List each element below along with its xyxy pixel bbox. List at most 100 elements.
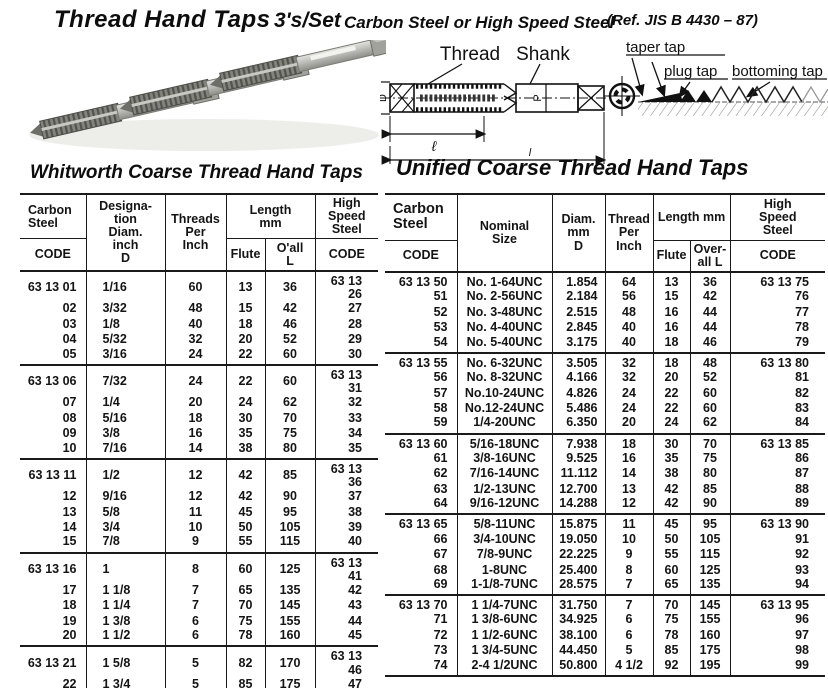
table-cell: 28 [314, 316, 379, 333]
table-cell: 64 [433, 496, 448, 511]
col-threads-per-inch: Threads Per Inch [164, 193, 226, 271]
table-cell: 60 [689, 400, 731, 417]
material-label: Carbon Steel or High Speed Steel [344, 13, 615, 32]
table-row: 73 1 3/4-5UNC 44.450 5 85 175 98 [385, 643, 826, 659]
table-cell: 63 [433, 481, 448, 496]
table-cell: 78 [652, 627, 690, 644]
table-cell: 24 [164, 347, 226, 365]
table-cell: 63 13 11 [20, 457, 86, 489]
table-cell: 96 [729, 612, 826, 628]
col-carbon-code: CODE [402, 248, 439, 263]
table-cell: 40 [604, 320, 653, 336]
table-cell: 15 [225, 301, 265, 317]
table-cell: 65 [225, 582, 265, 599]
table-cell: 18 [604, 432, 653, 451]
table-cell: 70 [225, 598, 265, 614]
table-cell: 5/8 [85, 504, 165, 520]
table-cell: No. 2-56UNC [456, 289, 552, 305]
table-cell: 7/16-14UNC [456, 466, 552, 482]
table-cell: 34.925 [551, 612, 605, 628]
table-cell: 22.225 [551, 546, 605, 563]
table-row: 58 No.12-24UNC 5.486 24 22 60 83 [385, 400, 826, 417]
table-cell: 1/2 [85, 457, 165, 489]
table-cell: 32 [604, 369, 653, 386]
table-cell: 89 [729, 497, 826, 515]
table-cell: 60 [164, 269, 226, 302]
table-row: 54 No. 5-40UNC 3.175 40 18 46 79 [385, 335, 826, 353]
table-cell: 3/8-16UNC [456, 450, 552, 467]
table-cell: 105 [689, 531, 731, 547]
table-cell: 1 3/8 [85, 613, 165, 630]
table-row: 17 1 1/8 7 65 135 42 [20, 582, 379, 599]
tap-technical-drawing: Thread Shank D P [380, 39, 828, 165]
table-cell: 63 13 50 [385, 270, 457, 290]
table-cell: 12 [62, 489, 77, 504]
table-cell: 32 [314, 395, 379, 411]
table-cell: 60 [652, 562, 690, 578]
table-cell: 195 [689, 658, 731, 677]
table-cell: 22 [652, 385, 690, 401]
table-cell: 63 13 06 [20, 363, 86, 395]
table-cell: 145 [264, 598, 316, 614]
table-cell: 155 [689, 612, 731, 628]
table-cell: 86 [729, 450, 826, 467]
table-cell: 7 [164, 582, 226, 599]
table-cell: 50 [225, 519, 265, 536]
table-cell: 24 [164, 363, 226, 395]
table-cell: 15.875 [551, 513, 605, 532]
table-cell: 19 [62, 613, 77, 628]
table-cell: 9/16-12UNC [456, 497, 552, 515]
table-cell: 75 [652, 612, 690, 628]
table-cell: 63 13 95 [729, 593, 826, 613]
whitworth-table: Carbon Steel Designa- tion Diam. inch D … [20, 193, 379, 688]
table-cell: 92 [652, 658, 690, 677]
table-cell: 135 [264, 582, 316, 599]
table-cell: 160 [689, 627, 731, 644]
table-cell: 22 [225, 347, 265, 365]
col-oall: O'all L [264, 238, 316, 271]
tap-style-profiles: taper tap plug tap bottoming tap [626, 39, 828, 116]
table-row: 63 13 70 1 1/4-7UNC 31.750 7 70 145 63 13 95 [385, 593, 826, 613]
table-cell: 175 [689, 643, 731, 659]
table-cell: 62 [689, 416, 731, 434]
table-cell: 7 [164, 598, 226, 614]
table-cell: 1 3/4 [85, 676, 165, 688]
table-row: 63 13 11 1/2 12 42 85 63 13 36 [20, 457, 379, 489]
table-row: 63 13 65 5/8-11UNC 15.875 11 45 95 63 13 90 [385, 513, 826, 532]
table-cell: 46 [264, 316, 316, 333]
table-cell: 93 [729, 562, 826, 578]
col-designation: Designa- tion Diam. inch D [85, 193, 165, 271]
table-cell: 5/16 [85, 410, 165, 426]
table-cell: 63 13 46 [314, 645, 379, 677]
table-cell: 1 1/2-6UNC [456, 627, 552, 644]
table-cell: 55 [652, 546, 690, 563]
table-cell: 135 [689, 577, 731, 595]
col-nominal-size: Nominal Size [456, 193, 552, 272]
unified-table: Carbon Steel Nominal Size Diam. mm D Thr… [385, 193, 826, 677]
table-cell: No. 8-32UNC [456, 369, 552, 386]
table-cell: 99 [729, 658, 826, 677]
table-cell: 4 1/2 [604, 658, 653, 677]
table-row: 62 7/16-14UNC 11.112 14 38 80 87 [385, 466, 826, 482]
table-cell: 85 [264, 457, 316, 489]
table-cell: 35 [225, 426, 265, 442]
table-cell: 5/16-18UNC [456, 432, 552, 451]
table-cell: 51 [433, 289, 448, 304]
table-cell: 1 1/8 [85, 582, 165, 599]
table-cell: 18 [164, 410, 226, 426]
table-cell: 52 [264, 332, 316, 348]
table-cell: 67 [433, 547, 448, 562]
table-cell: 63 13 90 [729, 513, 826, 532]
table-cell: 70 [689, 432, 731, 451]
table-cell: 9.525 [551, 450, 605, 467]
table-cell: 15 [652, 289, 690, 305]
col-high-speed-steel: High Speed Steel [314, 193, 379, 240]
table-cell: No. 4-40UNC [456, 320, 552, 336]
table-cell: 25.400 [551, 562, 605, 578]
table-row: 66 3/4-10UNC 19.050 10 50 105 91 [385, 531, 826, 547]
table-cell: 24 [652, 416, 690, 434]
table-cell: 3/4-10UNC [456, 531, 552, 547]
table-cell: 3.175 [551, 335, 605, 353]
table-cell: 5/8-11UNC [456, 513, 552, 532]
table-row: 15 7/8 9 55 115 40 [20, 535, 379, 553]
